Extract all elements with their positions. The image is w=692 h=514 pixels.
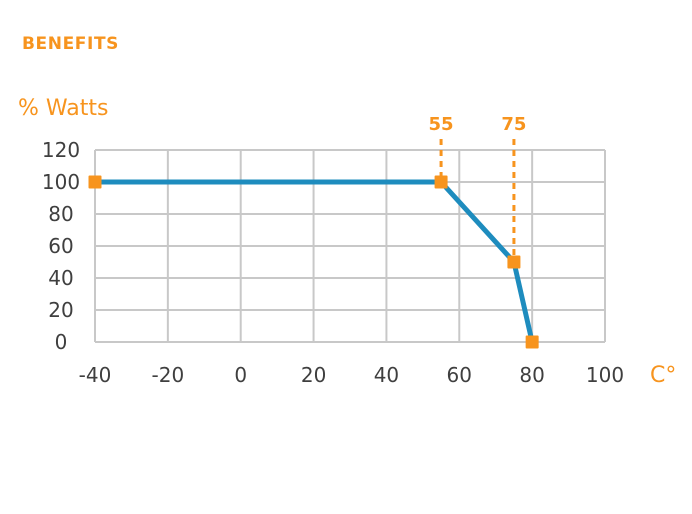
y-tick-label: 80 <box>48 202 73 226</box>
x-tick-label: 20 <box>301 363 326 387</box>
x-tick-label: 80 <box>519 363 544 387</box>
x-tick-label: 60 <box>447 363 472 387</box>
page-title: BENEFITS <box>22 34 119 54</box>
x-axis-unit-label: C° <box>650 363 676 388</box>
data-point-marker <box>88 175 102 189</box>
x-tick-label: -40 <box>79 363 112 387</box>
data-point-marker <box>525 335 539 349</box>
y-tick-label: 40 <box>48 266 73 290</box>
x-tick-label: 100 <box>586 363 624 387</box>
y-tick-label: 0 <box>55 330 68 354</box>
annotation-label: 75 <box>501 114 526 135</box>
data-point-marker <box>507 255 521 269</box>
y-tick-label: 20 <box>48 298 73 322</box>
x-tick-label: 0 <box>234 363 247 387</box>
y-axis-title: % Watts <box>18 96 109 121</box>
x-tick-label: 40 <box>374 363 399 387</box>
y-tick-label: 120 <box>42 138 80 162</box>
x-tick-label: -20 <box>152 363 185 387</box>
series-line <box>92 179 535 345</box>
data-point-marker <box>434 175 448 189</box>
annotation-label: 55 <box>429 114 454 135</box>
y-tick-label: 60 <box>48 234 73 258</box>
y-tick-label: 100 <box>42 170 80 194</box>
